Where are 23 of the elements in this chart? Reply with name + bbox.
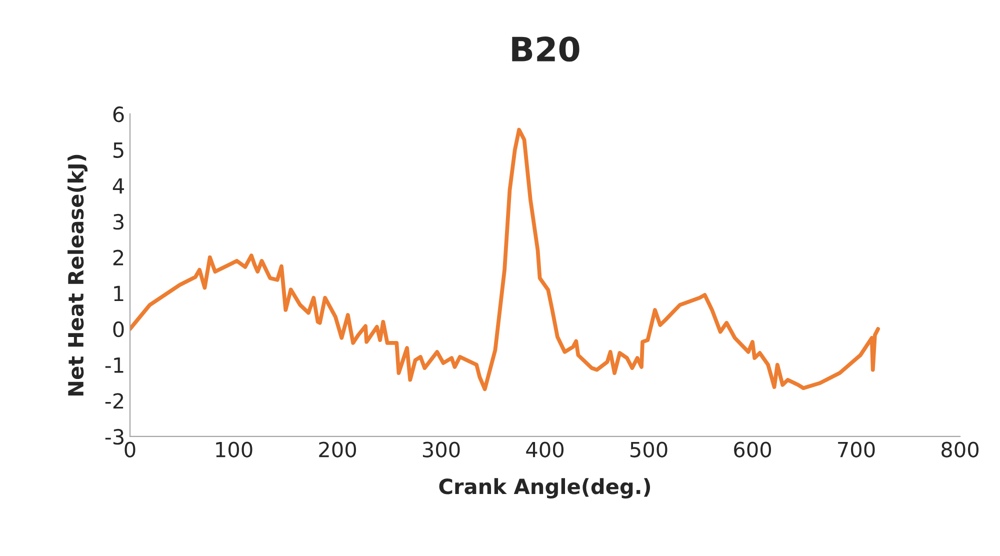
x-tick-label: 100 xyxy=(216,442,252,458)
x-tick-label: 200 xyxy=(319,442,356,458)
y-tick-label: 3 xyxy=(113,214,124,230)
x-tick-label: 400 xyxy=(526,442,564,458)
y-tick-label: -2 xyxy=(105,393,124,409)
x-tick-label: 700 xyxy=(838,442,875,458)
x-axis-title: Crank Angle(deg.) xyxy=(439,478,650,498)
x-tick-label: 800 xyxy=(942,442,978,458)
y-tick-label: 0 xyxy=(113,321,124,338)
y-tick-label: 2 xyxy=(113,250,124,266)
y-tick-label: 5 xyxy=(113,142,124,158)
y-tick-label: 1 xyxy=(114,286,124,302)
x-tick-label: 300 xyxy=(422,442,460,458)
y-axis-title: Net Heat Release(kJ) xyxy=(68,154,88,396)
x-tick-label: 500 xyxy=(630,442,668,458)
y-tick-label: 6 xyxy=(113,106,124,122)
line-series xyxy=(130,128,880,392)
y-tick-label: -1 xyxy=(105,358,124,373)
x-tick-label: 600 xyxy=(734,442,771,458)
x-tick-label: 0 xyxy=(124,442,136,458)
y-tick-label: 4 xyxy=(112,178,124,194)
chart-title: B20 xyxy=(512,36,580,62)
y-tick-label: -3 xyxy=(105,428,124,445)
